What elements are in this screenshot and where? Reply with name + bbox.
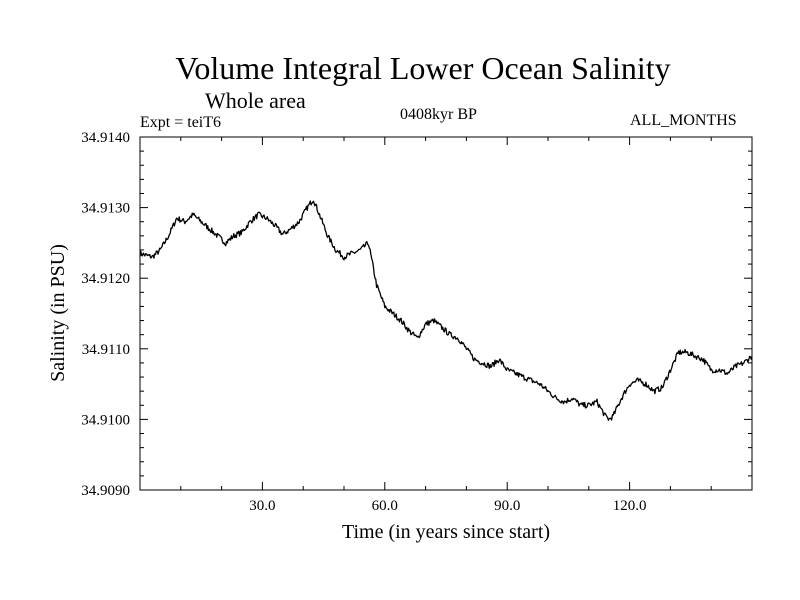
y-tick-label: 34.9140 bbox=[81, 130, 130, 146]
y-axis-label: Salinity (in PSU) bbox=[47, 244, 69, 382]
y-tick-label: 34.9100 bbox=[81, 412, 130, 428]
x-tick-label: 120.0 bbox=[613, 498, 647, 514]
experiment-label: Expt = teiT6 bbox=[140, 114, 222, 131]
tick-labels: 30.0 60.0 90.0 120.0 34.9090 34.9100 34.9110 34… bbox=[81, 130, 646, 514]
salinity-series-line bbox=[139, 200, 753, 421]
chart-subtitle: Whole area bbox=[205, 88, 306, 113]
period-label: 0408kyr BP bbox=[400, 106, 477, 123]
y-tick-label: 34.9090 bbox=[81, 483, 130, 499]
x-tick-label: 60.0 bbox=[372, 498, 398, 514]
plot-frame bbox=[139, 136, 753, 491]
y-tick-label: 34.9120 bbox=[81, 271, 130, 287]
x-tick-label: 90.0 bbox=[494, 498, 520, 514]
months-label: ALL_MONTHS bbox=[630, 112, 737, 129]
x-tick-label: 30.0 bbox=[249, 498, 275, 514]
chart-title: Volume Integral Lower Ocean Salinity bbox=[175, 50, 671, 86]
y-tick-label: 34.9130 bbox=[81, 201, 130, 217]
y-tick-label: 34.9110 bbox=[82, 342, 130, 358]
axis-ticks bbox=[140, 137, 752, 490]
x-axis-label: Time (in years since start) bbox=[342, 521, 550, 543]
